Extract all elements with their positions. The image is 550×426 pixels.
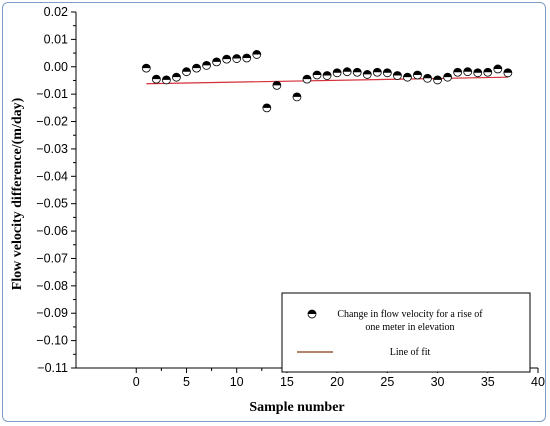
data-point: [262, 103, 272, 113]
y-tick-label: −0.09: [36, 306, 68, 320]
data-point: [392, 71, 402, 80]
data-point: [141, 63, 151, 73]
data-point: [182, 67, 191, 77]
data-point: [192, 63, 201, 73]
legend-scatter-marker: [307, 309, 317, 319]
y-tick-label: −0.10: [36, 334, 68, 348]
data-point: [202, 61, 211, 70]
data-point: [483, 67, 493, 77]
legend: Change in flow velocity for a rise of on…: [281, 292, 531, 373]
data-point: [372, 67, 382, 77]
legend-marker-symbol: [307, 309, 317, 319]
y-tick-label: −0.01: [36, 87, 68, 101]
data-point: [423, 73, 432, 83]
y-tick-label: −0.02: [36, 115, 68, 129]
data-point: [443, 72, 453, 82]
x-tick-label: 35: [481, 375, 495, 389]
x-tick-label: 40: [531, 375, 545, 389]
data-point: [312, 70, 322, 80]
x-tick-label: 20: [330, 375, 344, 389]
data-point: [161, 75, 171, 85]
y-tick-label: −0.07: [36, 251, 68, 265]
data-point: [222, 54, 232, 64]
data-point: [322, 71, 332, 80]
legend-fit-label: Line of fit: [390, 347, 431, 358]
data-point: [212, 57, 222, 67]
data-point: [242, 53, 252, 63]
legend-box: [281, 292, 531, 373]
y-axis-title: Flow velocity difference/(m/day): [10, 97, 25, 290]
data-point: [332, 68, 342, 78]
y-tick-label: −0.08: [36, 279, 68, 293]
data-point: [352, 67, 362, 77]
x-tick-label: 25: [380, 375, 394, 389]
legend-scatter-label-line1: Change in flow velocity for a rise of: [337, 309, 483, 320]
y-tick-label: −0.05: [36, 197, 68, 211]
data-point: [433, 75, 442, 85]
y-tick-label: 0.01: [44, 32, 68, 46]
data-point: [292, 92, 302, 102]
y-tick-label: −0.11: [37, 361, 68, 375]
data-point: [413, 70, 422, 80]
legend-scatter-label-line2: one meter in elevation: [365, 322, 454, 333]
data-point: [473, 68, 483, 78]
y-tick-label: 0.02: [44, 5, 68, 19]
data-point: [463, 67, 473, 77]
data-point: [252, 50, 262, 59]
x-tick-label: 10: [230, 375, 244, 389]
data-point: [232, 54, 242, 63]
data-point: [382, 68, 392, 78]
data-point: [302, 74, 312, 84]
data-point: [172, 72, 181, 82]
data-point: [272, 80, 282, 90]
x-axis-title: Sample number: [249, 400, 344, 415]
data-point: [453, 67, 463, 77]
x-tick-label: 0: [133, 375, 140, 389]
data-point: [503, 68, 513, 78]
data-point: [493, 64, 503, 74]
data-point: [362, 70, 372, 79]
x-tick-label: 15: [280, 375, 294, 389]
data-point: [342, 67, 352, 77]
y-tick-label: 0.00: [44, 60, 68, 74]
y-tick-label: −0.04: [36, 169, 68, 183]
y-tick-label: −0.06: [36, 224, 68, 238]
x-tick-label: 5: [183, 375, 190, 389]
y-tick-label: −0.03: [36, 142, 68, 156]
x-tick-label: 30: [431, 375, 445, 389]
data-point: [403, 72, 412, 82]
data-point: [151, 74, 161, 84]
